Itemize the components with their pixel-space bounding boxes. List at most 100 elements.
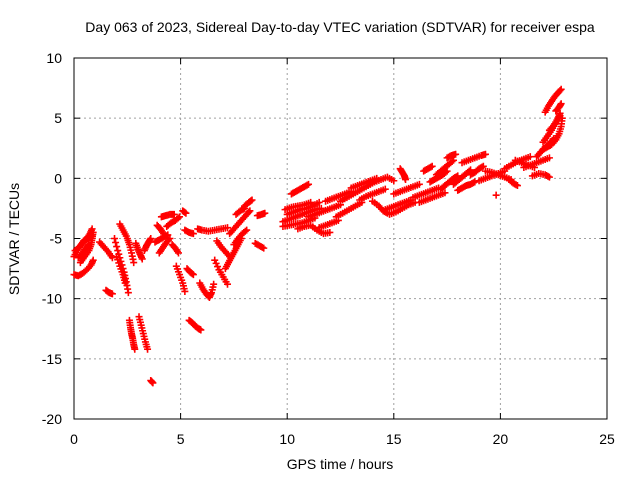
data-point [181, 208, 189, 216]
data-point [247, 197, 255, 205]
data-point [124, 289, 132, 297]
data-point [111, 235, 119, 242]
data-point [114, 247, 122, 255]
data-point [513, 182, 521, 190]
x-tick-labels: 0 5 10 15 20 25 [70, 431, 615, 447]
gridlines [74, 58, 607, 419]
data-points [70, 85, 566, 387]
data-point [174, 249, 182, 257]
data-point [89, 256, 97, 264]
data-point [189, 230, 197, 238]
data-point [144, 345, 152, 353]
data-point [415, 180, 423, 188]
data-point [261, 209, 269, 217]
data-point [160, 230, 168, 238]
data-point [248, 196, 256, 204]
data-point [114, 256, 122, 264]
data-point [557, 85, 565, 93]
data-point [557, 100, 565, 108]
y-tick-label: 5 [54, 110, 62, 126]
data-point [181, 287, 189, 295]
data-point [512, 181, 520, 189]
data-point [428, 162, 436, 170]
data-point [556, 86, 564, 94]
data-point [315, 198, 323, 206]
data-point [224, 280, 232, 288]
data-point [246, 207, 254, 215]
data-point [545, 173, 553, 181]
data-point [381, 185, 389, 193]
x-tick-label: 0 [70, 431, 78, 447]
data-point [402, 176, 410, 184]
data-point [492, 191, 500, 199]
data-point [469, 179, 477, 187]
data-point [545, 154, 553, 162]
data-point [115, 259, 123, 267]
y-tick-label: -5 [50, 231, 63, 247]
data-point [121, 279, 129, 287]
data-point [239, 205, 247, 213]
data-point [544, 172, 552, 180]
data-point [245, 208, 253, 216]
y-tick-label: 10 [46, 50, 62, 66]
data-point [526, 153, 534, 161]
data-point [305, 180, 313, 188]
data-point [214, 263, 222, 271]
data-point [243, 226, 251, 234]
x-axis-label: GPS time / hours [287, 456, 394, 472]
x-tick-label: 20 [493, 431, 509, 447]
x-tick-label: 25 [599, 431, 615, 447]
data-point [113, 243, 121, 251]
y-tick-label: -20 [42, 411, 62, 427]
data-point [452, 150, 460, 158]
data-point [197, 326, 205, 334]
data-point [147, 235, 155, 242]
data-point [130, 259, 138, 267]
data-point [471, 178, 479, 186]
data-point [441, 189, 449, 197]
data-point [260, 244, 268, 252]
data-point [131, 345, 139, 353]
data-point [138, 255, 146, 263]
x-tick-label: 5 [177, 431, 185, 447]
y-tick-labels: 10 5 0 -5 -10 -15 -20 [42, 50, 62, 427]
data-point [258, 243, 266, 251]
data-point [303, 181, 311, 189]
data-point [166, 235, 174, 242]
chart-title: Day 063 of 2023, Sidereal Day-to-day VTE… [85, 19, 595, 35]
data-point [479, 162, 487, 170]
data-point [108, 290, 116, 298]
x-tick-label: 10 [279, 431, 295, 447]
data-point [481, 150, 489, 158]
data-point [390, 177, 398, 185]
data-point [212, 259, 220, 267]
data-point [241, 227, 249, 235]
data-point [211, 256, 219, 264]
y-axis-label: SDTVAR / TECUs [6, 183, 22, 295]
data-point [113, 253, 121, 261]
data-point [326, 228, 334, 236]
data-point [224, 224, 232, 232]
data-point [188, 270, 196, 278]
data-point [112, 239, 120, 247]
data-point [170, 210, 178, 218]
data-point [174, 214, 182, 222]
data-point [427, 163, 435, 171]
y-tick-label: -10 [42, 291, 62, 307]
data-point [189, 271, 197, 279]
data-point [176, 213, 184, 221]
tick-marks [73, 57, 608, 420]
data-point [149, 379, 157, 387]
data-point [89, 228, 97, 236]
data-point [556, 112, 564, 120]
data-point [448, 157, 456, 165]
data-point [108, 254, 116, 262]
y-tick-label: 0 [54, 170, 62, 186]
data-point [182, 209, 190, 217]
y-tick-label: -15 [42, 351, 62, 367]
data-point [478, 163, 486, 171]
x-tick-label: 15 [386, 431, 402, 447]
data-point [210, 280, 218, 288]
